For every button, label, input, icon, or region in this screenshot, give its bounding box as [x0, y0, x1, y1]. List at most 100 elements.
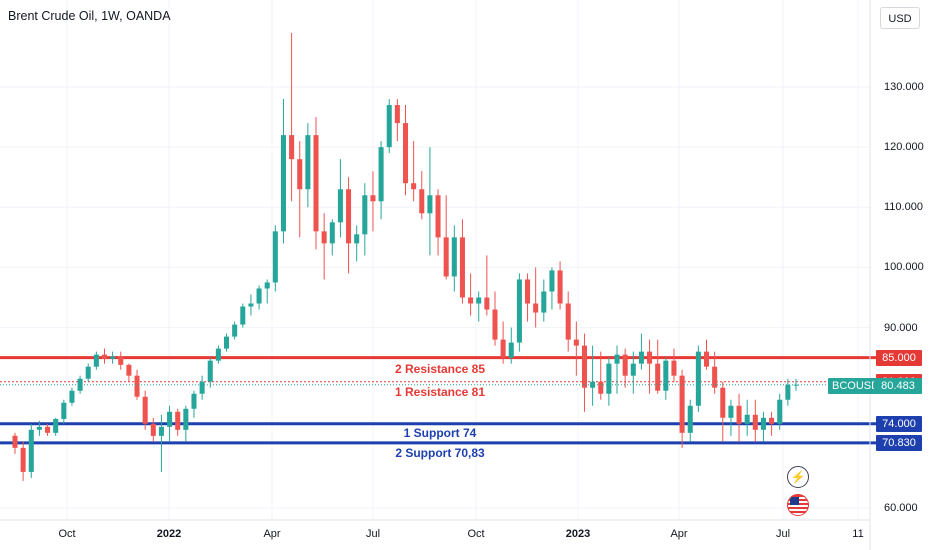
candle	[329, 219, 335, 256]
candle	[215, 345, 221, 364]
candle	[93, 351, 99, 370]
candle	[785, 378, 791, 406]
candle-body	[61, 402, 67, 419]
candle-body	[590, 381, 596, 388]
candle	[272, 225, 278, 292]
candle	[402, 105, 409, 196]
candle-body	[736, 405, 742, 424]
x-tick-label: 11	[852, 528, 864, 540]
candle-body	[492, 309, 498, 340]
candle-body	[606, 363, 612, 394]
candle-body	[280, 135, 286, 232]
candle-body	[207, 360, 213, 382]
candle	[549, 267, 555, 310]
candle-body	[419, 189, 425, 214]
candle-body	[223, 336, 230, 349]
candle	[142, 390, 148, 430]
candle	[36, 420, 42, 436]
candle-body	[468, 297, 474, 304]
candle	[69, 387, 75, 406]
candle	[394, 99, 400, 142]
level-label-support-70: 70.830	[876, 434, 922, 451]
candle	[695, 345, 701, 412]
candle	[663, 357, 669, 400]
candle	[134, 369, 140, 400]
currency-button[interactable]: USD	[880, 7, 920, 29]
us-flag-icon[interactable]	[787, 494, 809, 516]
y-tick-label: 90.000	[884, 321, 918, 334]
y-tick-label: 130.000	[884, 81, 924, 93]
candle-body	[289, 135, 295, 160]
candle-body	[663, 360, 669, 391]
candle	[150, 417, 156, 442]
candle-body	[671, 360, 677, 376]
y-tick-label: 120.000	[884, 141, 924, 154]
candle-body	[484, 297, 490, 310]
candle	[362, 183, 368, 256]
candle-body	[158, 426, 164, 436]
candle-body	[20, 447, 26, 472]
candle	[712, 351, 718, 394]
candle-body	[53, 418, 59, 433]
candle-body	[69, 390, 75, 403]
y-tick-label: 110.000	[884, 201, 923, 214]
candle	[525, 273, 531, 322]
candle-body	[126, 364, 132, 376]
candle	[199, 375, 205, 400]
candle	[752, 399, 758, 442]
candle	[167, 405, 173, 442]
candle-body	[728, 405, 734, 418]
candle	[476, 291, 482, 322]
candle	[321, 213, 327, 280]
candle	[777, 393, 783, 430]
candle	[61, 399, 67, 424]
candle-body	[581, 345, 588, 388]
candle-body	[451, 237, 457, 277]
candle-body	[240, 306, 246, 325]
candle	[500, 321, 506, 364]
chart-title: Brent Crude Oil, 1W, OANDA	[8, 9, 171, 23]
candle-body	[565, 303, 571, 340]
candle	[703, 339, 710, 370]
x-tick-label: Jul	[365, 528, 381, 540]
lightning-icon[interactable]: ⚡	[787, 466, 809, 488]
candle-body	[150, 423, 156, 436]
candle	[313, 117, 319, 250]
candle-body	[386, 105, 392, 148]
candle	[248, 294, 254, 316]
candle-body	[305, 135, 311, 190]
candle-body	[199, 381, 205, 394]
candle	[573, 321, 579, 376]
candle	[435, 189, 441, 256]
candle	[443, 195, 449, 280]
candle-body	[378, 147, 384, 202]
candle	[671, 348, 677, 382]
candle	[630, 351, 636, 394]
symbol-badge: BCOUSD	[828, 378, 884, 394]
candle	[370, 171, 376, 232]
x-tick-label: Apr	[263, 528, 281, 540]
candle	[468, 273, 474, 316]
x-tick-label: Apr	[670, 528, 688, 540]
candle-body	[695, 351, 701, 406]
annotation-support-2: 2 Support 70,83	[395, 445, 485, 460]
candle	[118, 351, 124, 370]
candle-body	[720, 387, 726, 418]
candle	[337, 159, 343, 238]
candle	[728, 399, 734, 436]
candle-body	[232, 324, 238, 337]
candle	[232, 321, 238, 340]
candle-body	[183, 408, 189, 430]
candle-body	[402, 123, 409, 184]
candle	[590, 345, 596, 406]
candle-body	[337, 189, 343, 223]
candle	[411, 141, 417, 202]
candle	[280, 99, 286, 244]
candle-body	[329, 222, 335, 244]
candle	[581, 333, 588, 412]
candle	[419, 171, 425, 220]
candle	[45, 423, 51, 436]
candle-body	[679, 375, 685, 433]
candle-body	[622, 354, 628, 376]
